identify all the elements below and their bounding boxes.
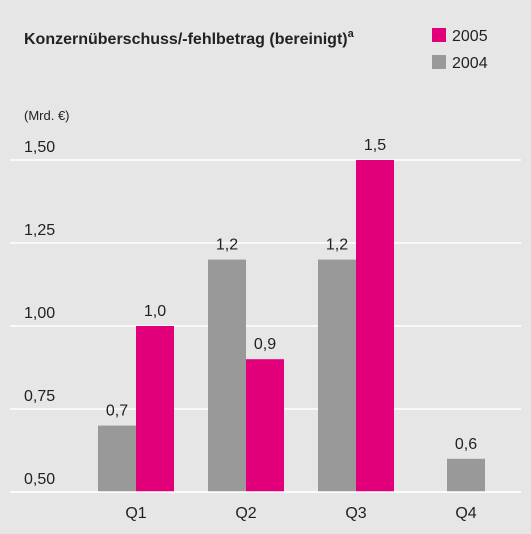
- title-superscript: a: [348, 28, 355, 40]
- value-label: 0,7: [106, 403, 128, 420]
- y-tick-label: 1,00: [24, 305, 55, 322]
- bar: [246, 359, 284, 492]
- x-tick-label: Q4: [455, 505, 476, 522]
- y-tick-label: 0,75: [24, 388, 55, 405]
- x-tick-label: Q2: [235, 505, 256, 522]
- y-tick-label: 1,25: [24, 222, 55, 239]
- value-label: 1,2: [216, 237, 238, 254]
- y-tick-label: 0,50: [24, 471, 55, 488]
- unit-label: (Mrd. €): [24, 108, 70, 123]
- value-label: 1,5: [364, 137, 386, 154]
- chart-title: Konzernüberschuss/-fehlbetrag (bereinigt…: [24, 28, 355, 48]
- bar: [447, 458, 485, 492]
- bar: [98, 425, 136, 492]
- x-tick-label: Q3: [345, 505, 366, 522]
- bar: [318, 259, 356, 492]
- y-tick-label: 1,50: [24, 139, 55, 156]
- x-tick-label: Q1: [125, 505, 146, 522]
- value-label: 0,6: [455, 436, 477, 453]
- legend-label: 2004: [452, 55, 488, 72]
- legend-label: 2005: [452, 28, 488, 45]
- bar: [208, 259, 246, 492]
- bar: [356, 160, 394, 492]
- bar: [136, 326, 174, 492]
- value-label: 0,9: [254, 336, 276, 353]
- legend-swatch: [432, 28, 446, 42]
- legend-swatch: [432, 55, 446, 69]
- title-text: Konzernüberschuss/-fehlbetrag (bereinigt…: [24, 31, 348, 48]
- value-label: 1,2: [326, 237, 348, 254]
- value-label: 1,0: [144, 303, 166, 320]
